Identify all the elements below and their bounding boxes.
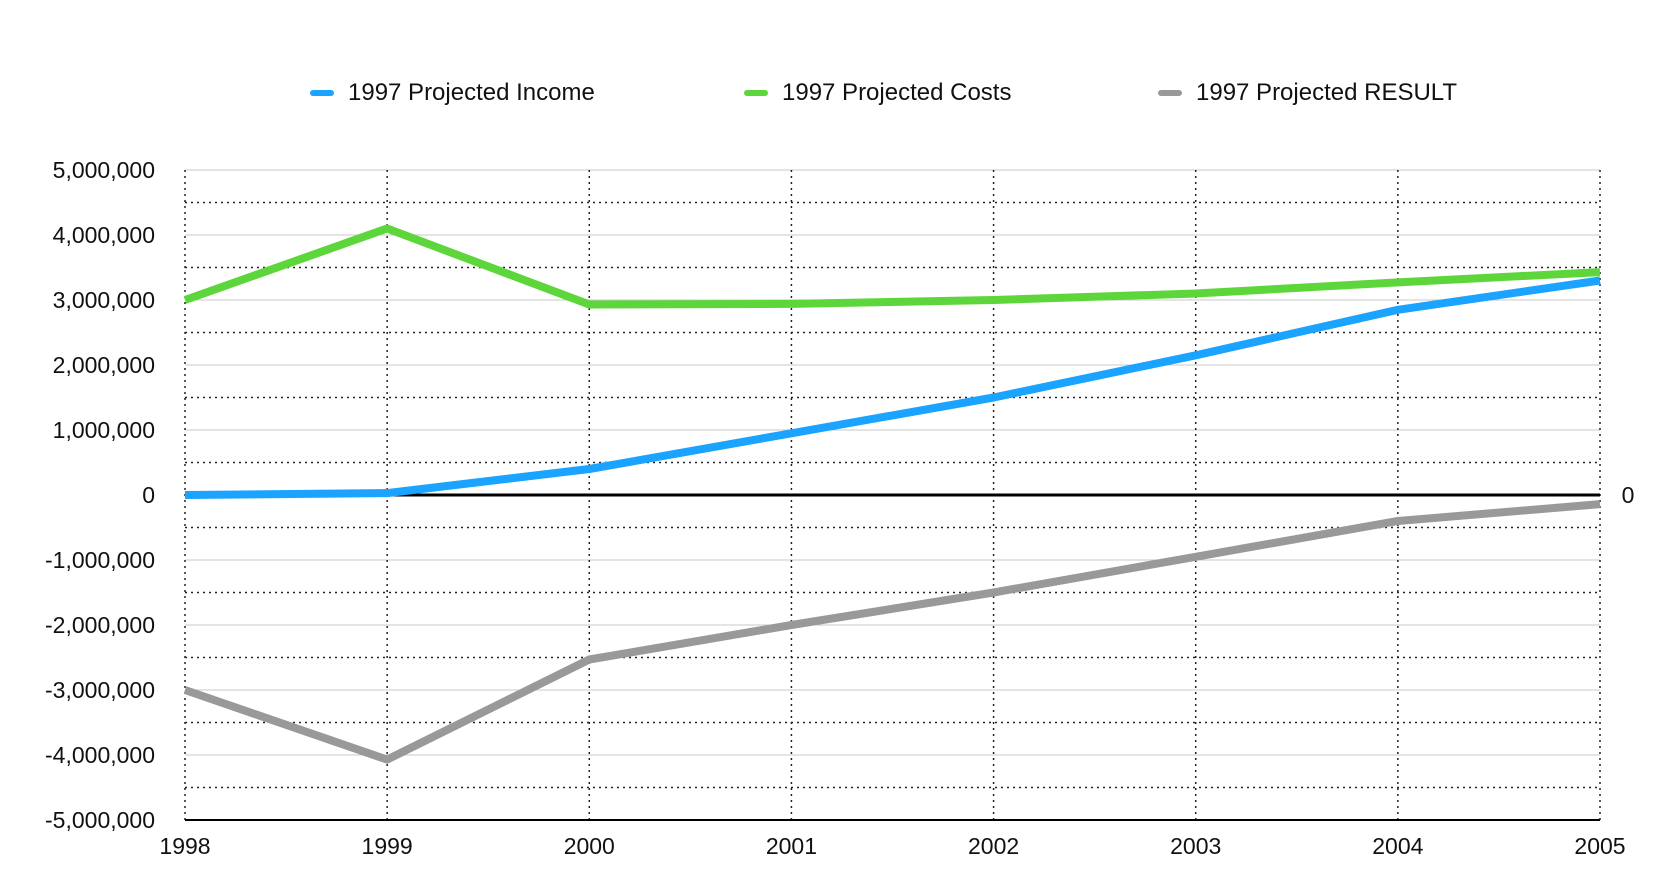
- legend: 1997 Projected Income 1997 Projected Cos…: [0, 76, 1680, 110]
- legend-swatch-costs: [744, 90, 768, 96]
- series-line: [183, 224, 1601, 309]
- x-tick-label: 2003: [1170, 833, 1221, 859]
- legend-label-result: 1997 Projected RESULT: [1196, 79, 1458, 106]
- x-tick-label: 2005: [1574, 833, 1625, 859]
- y-tick-label: 2,000,000: [53, 352, 155, 378]
- y-tick-label: -2,000,000: [45, 612, 155, 638]
- legend-label-income: 1997 Projected Income: [348, 79, 595, 106]
- y-tick-label: -4,000,000: [45, 742, 155, 768]
- series-lines: [183, 224, 1601, 764]
- y-tick-label: 3,000,000: [53, 287, 155, 313]
- legend-item-result: 1997 Projected RESULT: [1158, 76, 1457, 110]
- x-tick-label: 1998: [159, 833, 210, 859]
- legend-item-income: 1997 Projected Income: [310, 76, 595, 110]
- y-tick-label: 4,000,000: [53, 222, 155, 248]
- legend-label-costs: 1997 Projected Costs: [782, 79, 1012, 106]
- y-tick-label: 1,000,000: [53, 417, 155, 443]
- y-tick-label: -1,000,000: [45, 547, 155, 573]
- legend-swatch-result: [1158, 90, 1182, 96]
- y-tick-label: -5,000,000: [45, 807, 155, 833]
- x-tick-label: 2001: [766, 833, 817, 859]
- y-tick-label: -3,000,000: [45, 677, 155, 703]
- legend-item-costs: 1997 Projected Costs: [744, 76, 1011, 110]
- x-tick-label: 2000: [564, 833, 615, 859]
- axes: [185, 493, 1600, 821]
- tick-labels: 5,000,000 4,000,000 3,000,000 2,000,000 1,00…: [45, 157, 1634, 859]
- y-tick-label: 0: [142, 482, 155, 508]
- series-line: [183, 500, 1601, 764]
- right-axis-zero-label: 0: [1622, 482, 1635, 508]
- series-line: [184, 276, 1601, 499]
- x-tick-label: 2002: [968, 833, 1019, 859]
- y-tick-label: 5,000,000: [53, 157, 155, 183]
- x-tick-label: 1999: [362, 833, 413, 859]
- x-tick-label: 2004: [1372, 833, 1423, 859]
- legend-swatch-income: [310, 90, 334, 96]
